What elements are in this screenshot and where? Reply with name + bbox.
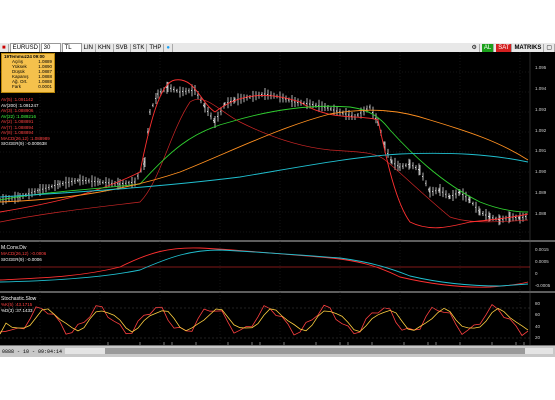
pane3-y-tick: 80 <box>535 301 541 306</box>
pane2-legend-item: MACD(26,12) :-0.0006 <box>1 251 47 256</box>
moving-average-red-2 <box>0 98 529 223</box>
pane2-legend-item: SIGGER(9) :-0.0006 <box>1 256 42 262</box>
main-legend-item: SIGGER(9) :-0.000638 <box>1 141 47 146</box>
quote-title: 19Temmuz24 09:00 <box>4 54 45 59</box>
pane3-y-tick: 20 <box>535 335 541 340</box>
status-bar: 0888 - 10 - 09:04:14 <box>0 345 555 357</box>
twitter-icon[interactable]: ● <box>164 43 173 52</box>
quote-row-low: Düşük 1.0887 <box>12 69 52 74</box>
pane3-y-tick: 40 <box>535 323 541 329</box>
symbol-field[interactable]: EURUSD <box>9 42 40 53</box>
main-y-tick: 1.090 <box>535 169 547 175</box>
main-legend-item: MACD(26,12) :1.088989 <box>1 135 50 141</box>
flag-icon: ■ <box>0 43 9 52</box>
main-legend-item: AV(3) :1.088906 <box>1 108 34 113</box>
main-legend-item: AV(200) :1.091247 <box>1 102 39 108</box>
main-y-tick: 1.088 <box>535 211 547 216</box>
moving-average-cyan <box>0 152 529 198</box>
scrollbar-thumb[interactable] <box>105 348 525 354</box>
quote-row-diff: Fark 0.0001 <box>12 84 52 89</box>
main-legend-item: AV(5) :1.091142 <box>1 97 34 102</box>
main-legend-item: AV(2) :1.088891 <box>1 119 34 124</box>
chart-area[interactable] <box>0 52 555 345</box>
main-y-tick: 1.089 <box>535 190 547 196</box>
main-y-tick: 1.092 <box>535 127 547 133</box>
unit-field[interactable]: TL <box>61 42 82 53</box>
toolbar-button-svb[interactable]: SVB <box>114 43 131 52</box>
toolbar-button-lin[interactable]: LIN <box>82 43 96 52</box>
macd-signal-line <box>0 249 529 287</box>
main-y-tick: 1.094 <box>535 85 547 91</box>
quote-info-box: 19Temmuz24 09:00 Açılış 1.0889 Yüksek 1.08… <box>1 53 55 93</box>
sell-button[interactable]: SAT <box>496 43 513 52</box>
chart-window: ■ EURUSD 30 TL LIN KHN SVB STK THP ● ⚙ A… <box>0 42 555 357</box>
quote-row-open: Açılış 1.0889 <box>12 59 52 64</box>
toolbar-button-thp[interactable]: THP <box>147 43 165 52</box>
main-legend-item: AV(7) :1.088894 <box>1 124 34 130</box>
settings-icon[interactable]: ⚙ <box>469 43 480 52</box>
toolbar-button-khn[interactable]: KHN <box>96 43 114 52</box>
main-y-tick: 1.091 <box>535 148 547 154</box>
matriks-link[interactable]: MATRIKS <box>512 43 545 52</box>
stochastic-d-line <box>0 307 529 335</box>
quote-row-wavg: Ağ. Ort. 1.0888 <box>12 79 52 84</box>
main-y-tick: 1.095 <box>535 65 547 70</box>
moving-average-red <box>0 79 529 229</box>
horizontal-scrollbar[interactable] <box>65 348 553 354</box>
window-icon[interactable]: ▢ <box>544 43 555 52</box>
main-legend-item: AV(22) :1.089216 <box>1 113 36 119</box>
moving-average-orange <box>0 109 529 203</box>
quote-row-high: Yüksek 1.0890 <box>12 64 52 69</box>
pane3-legend-item: %K(5) :43.1715 <box>1 302 33 307</box>
chart-background <box>0 52 555 345</box>
main-legend-item: AV(8) :1.088894 <box>1 130 34 135</box>
pane2-title: M.Conv.Div <box>1 245 27 251</box>
pane2-y-tick: 0.0005 <box>535 259 549 264</box>
status-text: 0888 - 10 - 09:04:14 <box>2 349 63 355</box>
moving-average-green <box>0 105 529 213</box>
pane3-title: Stochastic.Slow <box>1 296 37 302</box>
pane2-y-tick: -0.0005 <box>535 283 551 288</box>
main-y-tick: 1.093 <box>535 106 547 112</box>
buy-button[interactable]: AL <box>481 43 495 52</box>
period-field[interactable]: 30 <box>40 42 61 53</box>
pane3-legend-item: %D(3) :37.1433 <box>1 307 33 313</box>
pane3-y-tick: 60 <box>535 312 541 318</box>
toolbar-button-stk[interactable]: STK <box>131 43 148 52</box>
pane2-y-tick: 0 <box>535 271 538 276</box>
pane2-y-tick: 0.0015 <box>535 247 549 252</box>
quote-row-close: Kapanış 1.0888 <box>12 74 52 79</box>
